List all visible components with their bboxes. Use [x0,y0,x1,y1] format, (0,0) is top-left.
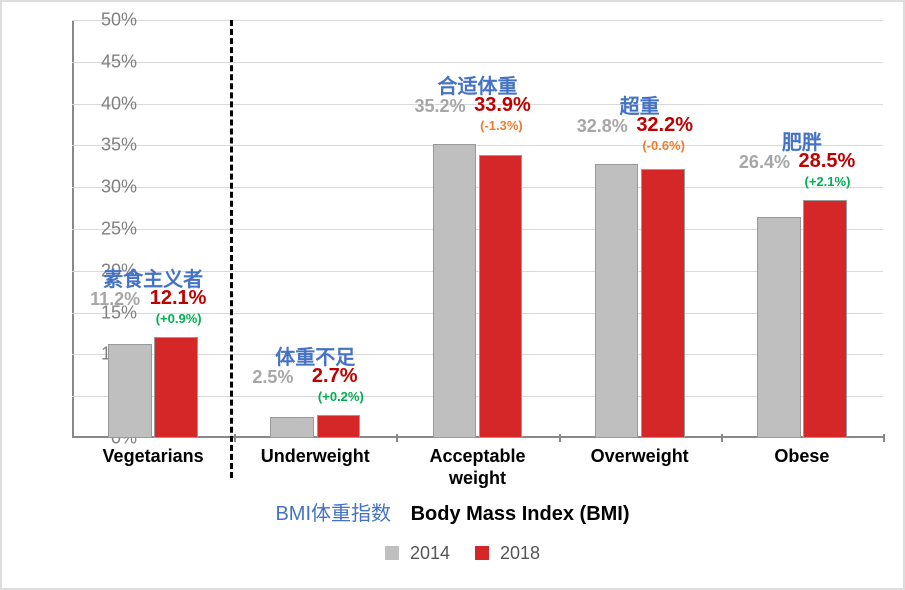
x-tick [234,434,236,442]
delta-label: (-0.6%) [642,138,685,153]
x-category-label: Vegetarians [85,446,221,468]
plot-area: 0%5%10%15%20%25%30%35%40%45%50%Vegetaria… [72,20,883,438]
x-category-label: Acceptableweight [409,446,545,489]
x-category-label: Underweight [247,446,383,468]
x-category-label: Obese [734,446,870,468]
bar-2018 [479,155,523,438]
value-label-2014: 2.5% [252,367,293,388]
bar-2014 [108,344,152,438]
bar-group: Acceptableweight合适体重35.2%33.9%(-1.3%) [409,20,545,438]
x-axis-title-cn: BMI体重指数 [275,503,391,525]
bar-2018 [803,200,847,438]
x-tick [721,434,723,442]
bar-2014 [270,417,314,438]
value-label-2014: 11.2% [90,289,140,310]
x-tick [883,434,885,442]
bar-2014 [433,144,477,438]
delta-label: (+2.1%) [805,174,851,189]
x-axis-title: BMI体重指数 Body Mass Index (BMI) [2,497,903,526]
x-tick [396,434,398,442]
legend-label-2018: 2018 [500,543,540,563]
vertical-divider [230,20,233,478]
bar-group: Obese肥胖26.4%28.5%(+2.1%) [734,20,870,438]
value-label-2014: 26.4% [739,152,790,173]
bar-2014 [757,217,801,438]
bar-group: Vegetarians素食主义者11.2%12.1%(+0.9%) [85,20,221,438]
delta-label: (-1.3%) [480,118,523,133]
value-label-2018: 28.5% [799,150,856,173]
value-label-2014: 35.2% [415,96,466,117]
bmi-bar-chart: 0%5%10%15%20%25%30%35%40%45%50%Vegetaria… [2,2,903,588]
value-label-2018: 33.9% [474,94,531,117]
x-axis-title-en: Body Mass Index (BMI) [411,503,630,525]
x-tick [559,434,561,442]
delta-label: (+0.9%) [156,311,202,326]
bar-2018 [317,415,361,438]
legend-label-2014: 2014 [410,543,450,563]
bar-2018 [154,337,198,438]
value-label-2018: 2.7% [312,365,358,388]
legend-swatch-2014 [385,546,399,560]
legend-swatch-2018 [475,546,489,560]
value-label-2018: 12.1% [150,287,207,310]
bar-2014 [595,164,639,438]
bar-2018 [641,169,685,438]
value-label-2018: 32.2% [636,114,693,137]
legend: 2014 2018 [2,543,903,564]
bar-group: Underweight体重不足2.5%2.7%(+0.2%) [247,20,383,438]
bar-group: Overweight超重32.8%32.2%(-0.6%) [572,20,708,438]
x-category-label: Overweight [572,446,708,468]
value-label-2014: 32.8% [577,116,628,137]
delta-label: (+0.2%) [318,389,364,404]
